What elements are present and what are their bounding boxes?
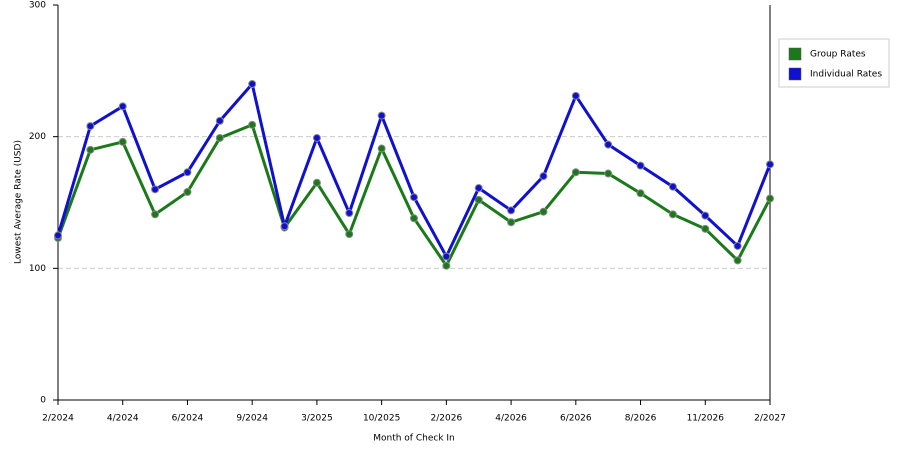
point xyxy=(733,256,742,265)
x-tick-label: 11/2026 xyxy=(687,414,725,424)
point xyxy=(571,91,580,100)
point xyxy=(377,144,386,153)
point xyxy=(410,193,418,202)
point xyxy=(54,231,62,240)
x-tick-label: 9/2024 xyxy=(236,414,268,424)
point xyxy=(118,102,127,111)
point xyxy=(507,206,516,215)
point xyxy=(183,168,192,177)
point xyxy=(312,178,321,187)
point xyxy=(571,168,580,177)
legend-label: Individual Rates xyxy=(810,70,882,80)
point xyxy=(636,189,645,198)
point xyxy=(151,185,160,194)
point xyxy=(474,184,483,193)
point xyxy=(766,194,774,203)
point xyxy=(474,195,483,204)
point xyxy=(248,80,257,88)
point xyxy=(668,210,677,219)
point xyxy=(215,133,224,142)
point xyxy=(118,137,127,146)
point xyxy=(668,182,677,191)
point xyxy=(442,252,451,261)
point xyxy=(507,218,516,227)
point xyxy=(636,161,645,170)
point xyxy=(86,145,95,154)
x-tick-label: 4/2026 xyxy=(495,414,527,424)
legend-swatch xyxy=(788,47,802,61)
x-tick-label: 2/2027 xyxy=(754,414,786,424)
point xyxy=(442,261,451,270)
point xyxy=(183,187,192,196)
legend-label: Group Rates xyxy=(810,50,866,60)
y-axis-label: Lowest Average Rate (USD) xyxy=(14,140,24,264)
point xyxy=(312,133,321,142)
point xyxy=(604,140,613,149)
x-tick-label: 6/2026 xyxy=(560,414,592,424)
point xyxy=(766,160,774,169)
y-tick-label: 0 xyxy=(40,396,46,406)
point xyxy=(86,122,95,131)
legend-swatch xyxy=(788,67,802,81)
point xyxy=(248,120,257,129)
point xyxy=(280,222,289,231)
point xyxy=(345,209,354,218)
point xyxy=(410,214,418,223)
point xyxy=(215,116,224,125)
y-tick-label: 100 xyxy=(29,264,46,274)
x-tick-label: 10/2025 xyxy=(363,414,400,424)
x-tick-label: 2/2026 xyxy=(431,414,463,424)
point xyxy=(345,230,354,239)
point xyxy=(539,172,548,181)
point xyxy=(377,111,386,120)
x-tick-label: 3/2025 xyxy=(301,414,333,424)
point xyxy=(701,211,710,220)
point xyxy=(151,210,160,219)
series-line xyxy=(56,80,772,260)
x-axis-label: Month of Check In xyxy=(373,434,455,444)
y-tick-label: 300 xyxy=(29,1,46,11)
x-tick-label: 4/2024 xyxy=(107,414,139,424)
point xyxy=(701,224,710,233)
point xyxy=(539,207,548,216)
point xyxy=(604,169,613,178)
point xyxy=(733,241,742,250)
y-tick-label: 200 xyxy=(29,132,46,142)
x-tick-label: 8/2026 xyxy=(625,414,657,424)
x-tick-label: 6/2024 xyxy=(172,414,204,424)
x-tick-label: 2/2024 xyxy=(42,414,74,424)
